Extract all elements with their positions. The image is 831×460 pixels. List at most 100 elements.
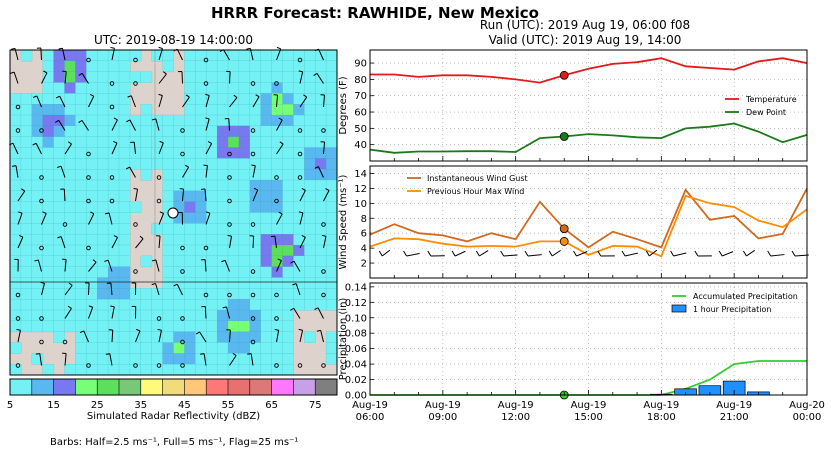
y-tick-label: 60 [354,108,367,119]
precipitation-panel: 0.00 0.02 0.04 0.06 0.08 0.10 0.12 0.14 Precipit… [338,282,825,423]
wind-barb [64,353,67,366]
colorbar-tick-label: 15 [47,400,60,411]
wind-barb [276,143,284,155]
wind-barb [199,331,207,343]
colorbar-swatch [53,379,76,395]
calm-marker [180,363,185,368]
wind-barb [81,120,89,131]
x-tick-date: Aug-20 [789,400,825,411]
wind-barb [181,71,183,84]
wind-barb [205,165,208,178]
y-tick-label: 0.04 [345,360,367,371]
y-tick-label: 12 [354,184,367,195]
wind-barb [299,237,306,249]
wind-barb-flag [270,235,275,238]
wind-barb [323,94,325,108]
wind-barb-flag [278,211,283,215]
calm-marker [156,198,162,204]
wind-barb-flag [57,236,62,239]
calm-marker [39,175,44,180]
wind-barb-flag [126,119,131,123]
colorbar-tick-label: 65 [265,400,278,411]
valid-time-marker [559,70,569,80]
wind-barb [36,95,42,108]
y-axis-label: Precipitation (in) [338,298,349,381]
colorbar-swatch [249,379,272,395]
wind-barb-flag [427,250,432,257]
wind-barb [58,120,66,131]
calm-marker [133,81,138,86]
colorbar-tick-label: 25 [91,400,104,411]
colorbar-swatch [206,379,228,395]
wind-barb-flag [127,95,132,98]
wind-barb-flag [767,250,772,257]
calm-marker [109,198,115,204]
run-line: Run (UTC): 2019 Aug 19, 06:00 f08 [479,18,691,32]
wind-barb-flag [21,188,26,192]
wind-barb-flag [325,188,330,191]
wind-barb [17,330,21,343]
wind-barb-flag [18,234,24,238]
calm-marker [274,292,279,298]
wind-barb [229,236,233,249]
wind-barb [276,48,282,61]
wind-barb-flag [206,211,211,214]
wind-barb-flag [42,211,47,214]
y-tick-label: 40 [354,140,367,151]
y-tick-label: 50 [354,124,367,135]
wind-barb [673,252,687,257]
wind-barb [746,249,755,257]
calm-marker [39,339,44,345]
y-tick-label: 4 [361,244,367,255]
wind-barb [60,166,66,178]
wind-barb [276,260,282,272]
wind-barb [155,259,160,272]
calm-marker [180,269,185,274]
x-tick-time: 09:00 [428,412,457,423]
legend-label: Instantaneous Wind Gust [427,174,528,183]
wind-barb [299,190,306,202]
wind-barb-flag [251,164,256,167]
wind-barb [205,95,210,108]
wind-barb [111,329,114,343]
y-tick-label: 70 [354,91,367,102]
wind-barb [41,72,48,84]
calm-marker [203,57,209,63]
calm-marker [297,175,303,180]
wind-barb-flag [159,211,164,214]
wind-barb [299,71,304,84]
wind-barb [527,254,542,257]
wind-barb [649,249,658,257]
wind-barb [158,142,164,155]
y-tick-label: 90 [354,59,367,70]
wind-barb-flag [290,307,295,311]
wind-barb-flag [316,329,321,332]
wind-barb-flag [173,283,178,287]
wind-barb [59,96,66,108]
wind-barb [323,190,330,202]
colorbar-swatch [293,379,316,395]
wind-barb [158,213,165,225]
radar-map[interactable] [9,46,338,376]
wind-barb [88,307,94,319]
wind-barb [317,166,324,178]
wind-barb-flag [158,93,163,96]
calm-marker [180,245,185,251]
calm-marker [15,104,21,110]
wind-barb-flag [184,164,189,168]
wind-barb [624,252,638,257]
wind-barb-flag [89,94,94,97]
wind-barb-flag [303,94,308,98]
calm-marker [109,175,115,180]
calm-marker [39,198,44,204]
legend-swatch [671,304,687,313]
x-tick-date: Aug-19 [643,400,679,411]
wind-panel: 2 4 6 8 10 12 14 Wind Speed (ms⁻¹) Instantaneous… [338,165,809,279]
wind-barb [35,143,42,155]
y-tick-label: 6 [361,229,367,240]
colorbar-swatch [271,379,294,395]
colorbar-tick-label: 5 [7,400,13,411]
calm-marker [15,292,21,298]
wind-barb [318,48,324,61]
wind-barb [276,95,279,108]
